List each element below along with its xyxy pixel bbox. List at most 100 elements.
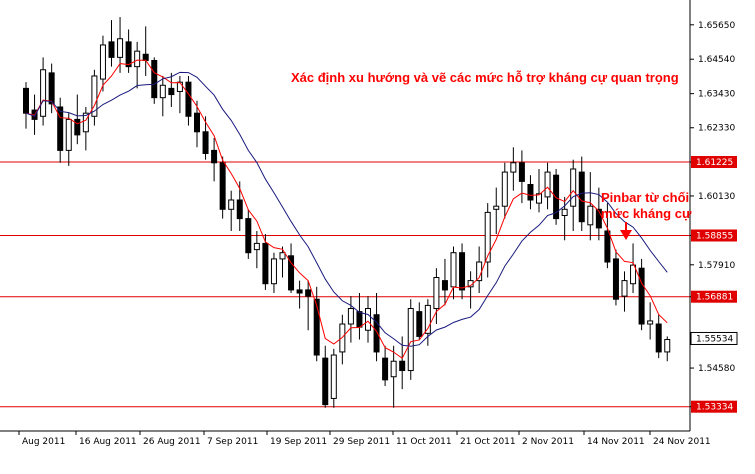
candle-body-bearish (125, 41, 132, 68)
candle-body-bearish (23, 87, 29, 114)
candle (527, 175, 534, 210)
x-tick-label: 7 Sep 2011 (207, 437, 258, 447)
candle (202, 116, 209, 160)
candle-body-bearish (168, 87, 175, 96)
candle (510, 147, 517, 191)
candle (544, 162, 551, 210)
candle (134, 41, 141, 89)
candle-body-bearish (382, 357, 389, 381)
candle-body-bullish (501, 171, 508, 207)
candle (330, 348, 337, 408)
slow-moving-average-line (25, 71, 668, 347)
candle-body-bullish (536, 193, 542, 204)
candle (270, 252, 277, 294)
candle (621, 271, 628, 312)
candle-body-bullish (347, 308, 354, 325)
candle-body-bullish (40, 69, 47, 117)
candle-body-bearish (655, 323, 662, 353)
level-label-text: 1.61225 (696, 158, 733, 168)
y-tick-label: 1.54580 (698, 364, 735, 374)
candle-body-bearish (373, 314, 380, 353)
candle-body-bullish (134, 50, 141, 68)
candle-body-bullish (544, 171, 551, 198)
candle (407, 299, 414, 380)
candle (433, 268, 440, 325)
candle (151, 57, 158, 104)
candle-body-bullish (570, 168, 577, 207)
candle (279, 246, 286, 278)
support-resistance-levels (0, 161, 690, 408)
candle-body-bearish (262, 242, 269, 285)
candle-body-bearish (288, 255, 295, 291)
candle-body-bullish (433, 277, 440, 310)
candle (493, 187, 500, 235)
candle-body-bearish (48, 72, 55, 105)
candle-body-bearish (151, 59, 158, 99)
candle-body-bullish (365, 308, 371, 331)
x-tick-label: 21 Oct 2011 (460, 437, 516, 447)
level-label-text: 1.56881 (696, 293, 733, 303)
candle-body-bullish (510, 162, 517, 173)
candle (382, 345, 389, 387)
candle-body-bearish (108, 41, 115, 58)
candle (245, 209, 252, 259)
candle (313, 286, 320, 362)
candle (57, 97, 64, 163)
candle (638, 258, 645, 331)
candle (322, 345, 329, 408)
candle (194, 100, 200, 148)
candle (91, 69, 98, 126)
candle (604, 203, 611, 269)
x-tick-label: 2 Nov 2011 (522, 437, 574, 447)
last-price-box (690, 331, 738, 345)
candle-body-bearish (612, 258, 619, 300)
y-tick-label: 1.65650 (698, 21, 735, 31)
candle-body-bearish (399, 360, 406, 372)
level-price-labels: 1.61225 1.58855 1.56881 1.53334 1.55534 (690, 156, 738, 413)
y-tick-label: 1.57910 (698, 261, 735, 271)
candle (630, 243, 637, 294)
fast-moving-average-line (25, 59, 668, 360)
candle (168, 72, 175, 107)
level-label-text: 1.53334 (696, 403, 733, 413)
candle (82, 106, 89, 151)
x-tick-label: 19 Sep 2011 (270, 437, 327, 447)
level-label-box (691, 229, 737, 242)
candle-body-bullish (621, 280, 628, 297)
candle (441, 258, 448, 306)
time-axis: Aug 2011 16 Aug 2011 26 Aug 2011 7 Sep 2011… (18, 431, 711, 447)
candle (536, 168, 542, 213)
candle-body-bearish (638, 267, 645, 325)
candle-body-bearish (313, 298, 320, 356)
candle-body-bearish (202, 131, 209, 154)
candle-body-bearish (211, 149, 218, 164)
candle (65, 113, 72, 166)
candle-body-bearish (595, 208, 602, 229)
candle (228, 190, 235, 232)
candle (125, 29, 132, 73)
candle-body-bullish (647, 320, 654, 325)
candle-body-bullish (99, 44, 106, 80)
candle-body-bearish (245, 218, 252, 254)
candle-body-bullish (176, 81, 183, 92)
candle-body-bullish (587, 205, 594, 226)
x-tick-label: 29 Sep 2011 (333, 437, 390, 447)
candle (219, 156, 226, 219)
pinbar-annotation-line2: mức kháng cự (601, 206, 692, 221)
candle-body-bullish (450, 252, 457, 288)
candle-body-bearish (356, 311, 363, 328)
candle-body-bearish (441, 280, 448, 291)
level-label-box (691, 290, 737, 303)
candlesticks (23, 17, 671, 408)
candle (518, 150, 525, 204)
chart-annotation-title: Xác định xu hướng và vẽ các mức hỗ trợ k… (291, 70, 679, 85)
candle (288, 243, 295, 294)
x-tick-label: 24 Nov 2011 (653, 437, 711, 447)
candle (655, 314, 662, 359)
candle-body-bullish (279, 252, 286, 260)
candle-body-bearish (142, 53, 149, 61)
candle (416, 302, 423, 340)
candle-body-bullish (407, 308, 414, 372)
